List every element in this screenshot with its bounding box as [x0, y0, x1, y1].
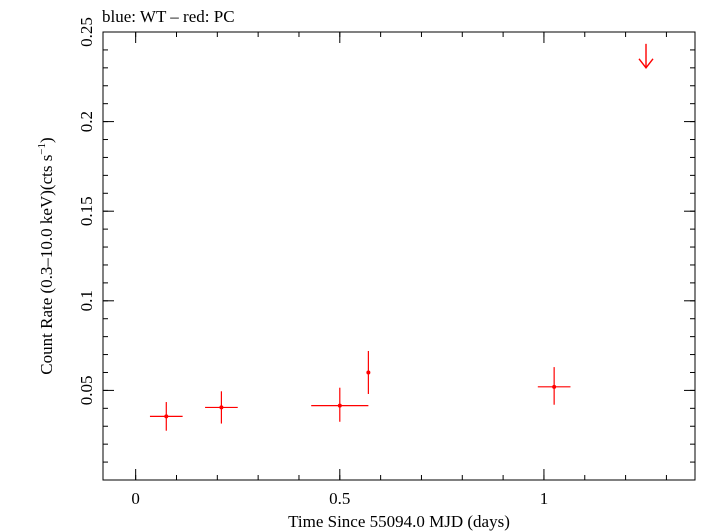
y-tick-label: 0.25 — [77, 17, 96, 47]
y-tick-label: 0.2 — [77, 111, 96, 132]
x-tick-label: 0.5 — [329, 489, 350, 508]
data-point — [537, 367, 571, 405]
point-marker — [552, 384, 557, 389]
data-point — [311, 387, 369, 422]
axis-tick-labels: 0 0.5 1 0.05 0.1 0.15 0.2 0.25 — [77, 17, 548, 508]
data-point — [149, 402, 183, 431]
point-marker — [164, 414, 169, 419]
y-axis-label-close: ) — [37, 137, 56, 143]
x-tick-label: 1 — [540, 489, 549, 508]
y-tick-label: 0.05 — [77, 376, 96, 406]
point-marker — [366, 370, 371, 375]
y-axis-label: Count Rate (0.3–10.0 keV)(cts s−1) — [36, 137, 56, 374]
x-tick-label: 0 — [131, 489, 140, 508]
data-point — [366, 350, 371, 394]
y-tick-label: 0.15 — [77, 196, 96, 226]
point-marker — [337, 403, 342, 408]
chart-title: blue: WT – red: PC — [102, 7, 235, 26]
data-marks — [149, 43, 654, 431]
upper-limit-head — [638, 58, 654, 69]
point-marker — [219, 405, 224, 410]
x-axis-label: Time Since 55094.0 MJD (days) — [288, 512, 510, 531]
data-point — [205, 391, 238, 424]
y-axis-label-sup: −1 — [36, 143, 48, 155]
y-tick-label: 0.1 — [77, 290, 96, 311]
upper-limit-arrow-icon — [638, 43, 654, 69]
plot-frame — [102, 31, 696, 481]
axis-ticks — [103, 31, 695, 481]
y-axis-label-main: Count Rate (0.3–10.0 keV)(cts s — [37, 155, 56, 375]
